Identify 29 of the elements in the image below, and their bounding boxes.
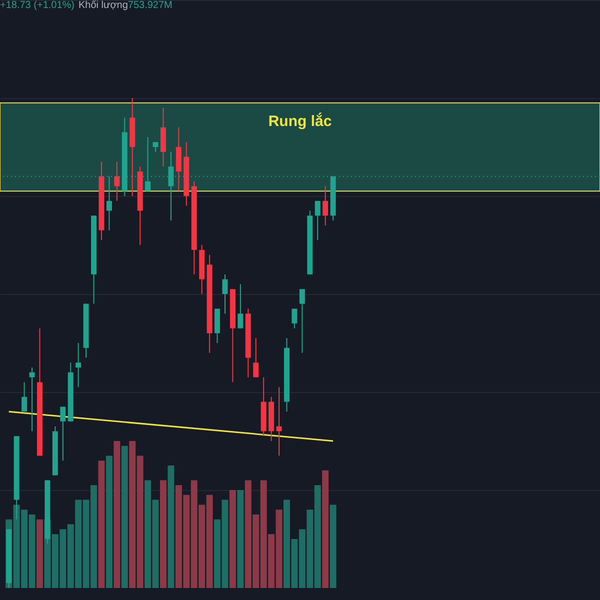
bar	[36, 519, 43, 588]
bar	[114, 441, 120, 588]
text: +18.73 (+1.01%)	[0, 0, 74, 11]
bar	[322, 470, 329, 588]
candlestick	[238, 284, 244, 329]
bar	[98, 460, 105, 588]
candlestick	[76, 342, 82, 388]
bar	[168, 466, 174, 588]
bar	[330, 504, 336, 588]
bar	[160, 480, 166, 588]
candlestick	[276, 386, 282, 456]
candlestick	[222, 274, 228, 314]
candlestick	[114, 161, 120, 202]
candlestick	[152, 142, 158, 152]
candlestick	[322, 186, 328, 226]
bar	[121, 446, 128, 588]
candlestick	[299, 288, 305, 354]
text: 753.927M	[128, 0, 172, 11]
bar	[229, 490, 236, 588]
bar	[237, 490, 244, 588]
text: Khối lượng	[78, 0, 128, 11]
candlestick	[253, 338, 259, 378]
candlestick	[60, 406, 66, 462]
candlestick	[22, 382, 28, 412]
candlestick	[29, 367, 35, 432]
bar	[106, 456, 112, 588]
candlestick	[314, 200, 320, 241]
band-label: Rung lắc	[268, 112, 332, 130]
candlestick	[292, 308, 298, 329]
